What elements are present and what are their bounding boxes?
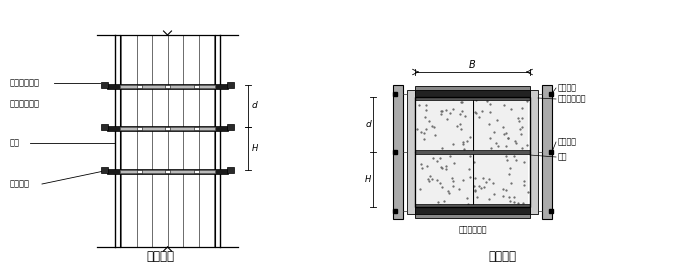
Bar <box>415 97 530 207</box>
Bar <box>101 167 108 173</box>
Bar <box>415 86 530 90</box>
Bar <box>415 214 530 218</box>
Bar <box>415 207 530 214</box>
Text: 对拉螺栓: 对拉螺栓 <box>558 84 577 92</box>
Bar <box>530 90 538 214</box>
Bar <box>165 127 170 130</box>
Text: 面板: 面板 <box>558 153 567 161</box>
Bar <box>415 150 530 154</box>
Bar <box>415 97 530 100</box>
Text: 柱立面图: 柱立面图 <box>146 250 174 263</box>
Bar <box>120 85 215 88</box>
Text: H: H <box>365 175 371 184</box>
Bar <box>137 170 141 173</box>
Bar <box>101 82 108 88</box>
Text: B: B <box>469 60 476 70</box>
Bar <box>227 82 234 88</box>
Bar <box>137 85 141 88</box>
Text: H: H <box>252 144 259 153</box>
Bar <box>417 153 471 205</box>
Text: 柱箍（方木）: 柱箍（方木） <box>10 78 40 87</box>
Bar <box>415 90 530 97</box>
Bar <box>165 170 170 173</box>
Text: 竖愣（方木）: 竖愣（方木） <box>458 225 487 234</box>
Bar <box>120 127 215 130</box>
Text: 竖愣（方木）: 竖愣（方木） <box>10 100 40 109</box>
Bar <box>473 153 528 205</box>
Text: 柱剖面图: 柱剖面图 <box>489 250 516 263</box>
Text: 柱箍（方木）: 柱箍（方木） <box>558 95 586 103</box>
Bar <box>107 126 228 131</box>
Text: 对拉螺栓: 对拉螺栓 <box>10 180 30 188</box>
Bar <box>194 85 199 88</box>
Text: d: d <box>365 120 371 129</box>
Bar <box>227 124 234 130</box>
Bar <box>227 167 234 173</box>
Bar <box>194 170 199 173</box>
Text: d: d <box>252 101 258 111</box>
Bar <box>101 124 108 130</box>
Bar <box>120 170 215 173</box>
Bar <box>393 85 403 219</box>
Bar <box>165 85 170 88</box>
Bar <box>107 84 228 89</box>
Bar <box>473 99 528 151</box>
Bar <box>407 90 415 214</box>
Bar <box>137 127 141 130</box>
Bar <box>194 127 199 130</box>
Bar <box>415 204 530 207</box>
Text: 对拉螺栓: 对拉螺栓 <box>558 138 577 147</box>
Bar <box>542 85 552 219</box>
Bar <box>107 169 228 174</box>
Text: 面板: 面板 <box>10 139 20 147</box>
Bar <box>417 99 471 151</box>
